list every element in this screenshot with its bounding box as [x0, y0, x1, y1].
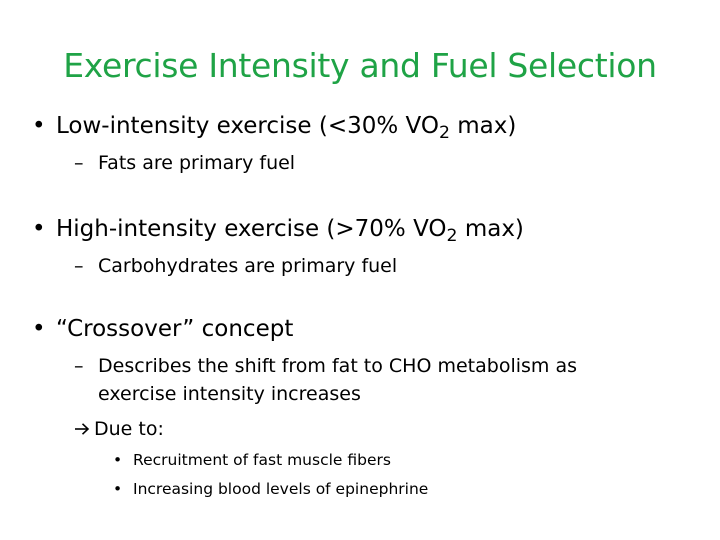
arrow-item-due-to: Due to: — [74, 418, 164, 440]
sub-item-text: Fats are primary fuel — [98, 152, 296, 174]
bullet-text-end: max) — [457, 216, 524, 242]
bullet-high-intensity: • High-intensity exercise (>70% VO2 max) — [32, 216, 524, 245]
reason-item-recruitment: • Recruitment of fast muscle fibers — [113, 451, 391, 469]
sub-item-describes-line2: exercise intensity increases — [98, 383, 361, 405]
bullet-low-intensity: • Low-intensity exercise (<30% VO2 max) — [32, 113, 517, 142]
reason-text: Increasing blood levels of epinephrine — [133, 480, 429, 498]
sub-item-text: Describes the shift from fat to CHO meta… — [98, 355, 577, 377]
dash-marker: – — [74, 355, 84, 377]
slide-title: Exercise Intensity and Fuel Selection — [63, 46, 657, 85]
reason-item-epinephrine: • Increasing blood levels of epinephrine — [113, 480, 428, 498]
arrow-item-text: Due to: — [94, 418, 164, 440]
bullet-marker: • — [32, 316, 46, 342]
bullet-marker: • — [32, 216, 46, 242]
bullet-marker: • — [32, 113, 46, 139]
bullet-text: “Crossover” concept — [56, 316, 294, 342]
reason-text: Recruitment of fast muscle fibers — [133, 451, 391, 469]
bullet-text: Low-intensity exercise (<30% VO — [56, 113, 439, 139]
dash-marker: – — [74, 255, 84, 277]
bullet-marker: • — [113, 451, 123, 469]
sub-item-fats: – Fats are primary fuel — [74, 152, 295, 174]
dash-marker: – — [74, 152, 84, 174]
subscript: 2 — [438, 123, 450, 144]
bullet-marker: • — [113, 480, 123, 498]
bullet-text: High-intensity exercise (>70% VO — [56, 216, 447, 242]
sub-item-text: Carbohydrates are primary fuel — [98, 255, 398, 277]
right-arrow-icon — [74, 419, 94, 440]
subscript: 2 — [446, 226, 458, 247]
sub-item-describes: – Describes the shift from fat to CHO met… — [74, 355, 577, 377]
sub-item-carbohydrates: – Carbohydrates are primary fuel — [74, 255, 397, 277]
bullet-text-end: max) — [449, 113, 517, 139]
bullet-crossover: • “Crossover” concept — [32, 316, 293, 342]
